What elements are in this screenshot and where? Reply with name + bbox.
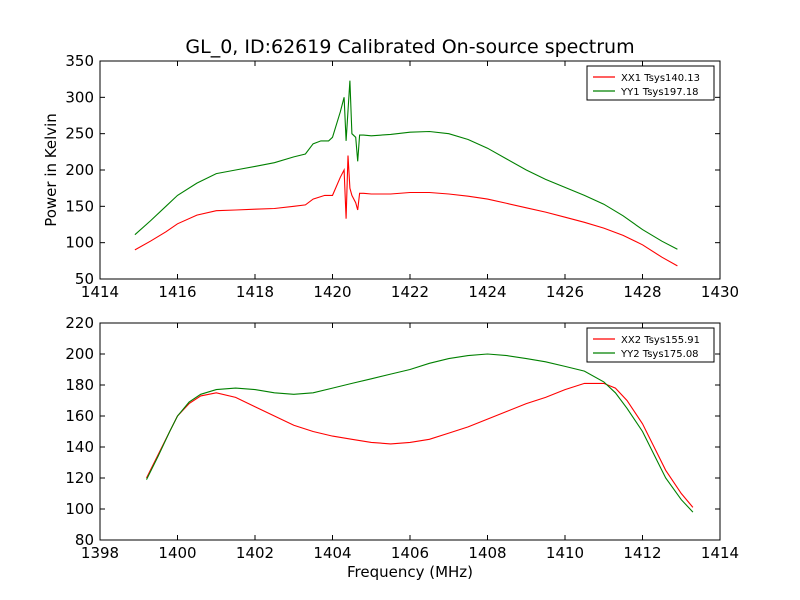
legend-box <box>586 327 715 363</box>
series-line-1 <box>146 382 694 508</box>
y-tick-label: 350 <box>65 52 94 70</box>
x-tick-label: 1412 <box>623 544 661 562</box>
y-tick-label: 200 <box>65 345 94 363</box>
x-tick-label: 1428 <box>623 283 661 301</box>
y-tick-label: 140 <box>65 438 94 456</box>
x-tick-label: 1414 <box>81 283 119 301</box>
x-tick-label: 1414 <box>701 544 739 562</box>
series-line-1 <box>134 155 678 267</box>
y-tick-label: 50 <box>75 270 94 288</box>
legend-entry: YY1 Tsys197.18 <box>620 87 699 98</box>
legend-entry: XX1 Tsys140.13 <box>621 73 700 84</box>
legend-box <box>586 65 715 101</box>
x-tick-label: 1416 <box>158 283 196 301</box>
y-tick-label: 250 <box>65 125 94 143</box>
x-tick-label: 1404 <box>313 544 351 562</box>
y-axis-label: Power in Kelvin <box>42 113 60 227</box>
x-tick-label: 1410 <box>546 544 584 562</box>
x-tick-label: 1406 <box>391 544 429 562</box>
series-line-2 <box>134 80 678 250</box>
y-tick-label: 80 <box>75 531 94 549</box>
top-spectrum-panel: 1414 1416 1418 1420 1422 1424 1426 1428 1430 50 10… <box>65 52 739 301</box>
y-tick-label: 150 <box>65 197 94 215</box>
x-tick-label: 1398 <box>81 544 119 562</box>
legend-entry: YY2 Tsys175.08 <box>620 349 699 360</box>
y-tick-label: 100 <box>65 234 94 252</box>
bottom-spectrum-panel: 1398 1400 1402 1404 1406 1408 1410 1412 1414 80 10… <box>65 314 739 562</box>
x-tick-label: 1430 <box>701 283 739 301</box>
y-tick-label: 100 <box>65 500 94 518</box>
x-axis-label: Frequency (MHz) <box>347 563 473 581</box>
x-tick-label: 1422 <box>391 283 429 301</box>
x-tick-label: 1408 <box>468 544 506 562</box>
x-tick-label: 1420 <box>313 283 351 301</box>
x-tick-label: 1424 <box>468 283 506 301</box>
y-tick-label: 300 <box>65 88 94 106</box>
legend: XX2 Tsys155.91 YY2 Tsys175.08 <box>586 327 715 363</box>
y-tick-label: 200 <box>65 161 94 179</box>
legend-entry: XX2 Tsys155.91 <box>621 335 700 346</box>
legend: XX1 Tsys140.13 YY1 Tsys197.18 <box>586 65 715 101</box>
y-tick-label: 220 <box>65 314 94 332</box>
series-line-2 <box>146 353 694 513</box>
x-tick-label: 1402 <box>236 544 274 562</box>
chart-title: GL_0, ID:62619 Calibrated On-source spec… <box>185 36 634 58</box>
y-tick-label: 180 <box>65 376 94 394</box>
x-tick-label: 1426 <box>546 283 584 301</box>
x-tick-label: 1400 <box>158 544 196 562</box>
x-tick-label: 1418 <box>236 283 274 301</box>
y-tick-label: 120 <box>65 469 94 487</box>
y-tick-label: 160 <box>65 407 94 425</box>
